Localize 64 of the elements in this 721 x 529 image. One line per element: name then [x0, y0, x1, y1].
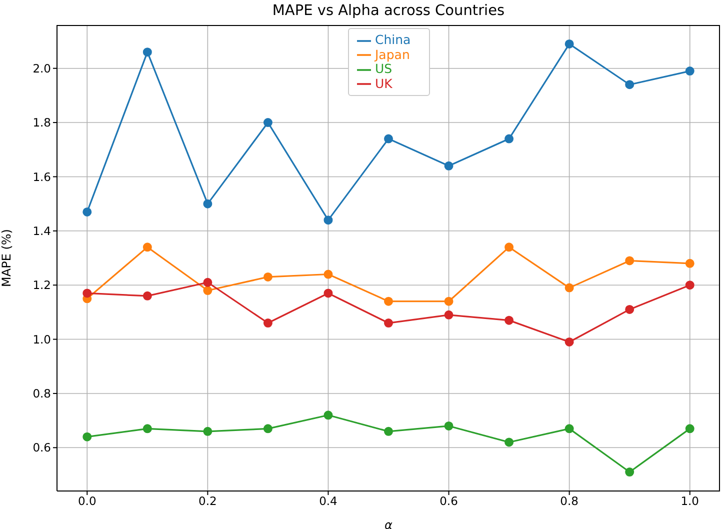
- point: [564, 337, 574, 346]
- point: [203, 199, 212, 208]
- x-tick-label: 0.4: [319, 494, 338, 508]
- legend-label: China: [375, 32, 411, 47]
- point: [142, 291, 152, 300]
- point: [263, 318, 272, 328]
- point: [384, 318, 393, 328]
- point: [384, 296, 393, 306]
- point: [504, 438, 514, 447]
- y-tick-label: 2.0: [32, 61, 51, 76]
- y-tick-label: 1.8: [32, 116, 51, 130]
- point: [263, 118, 272, 128]
- chart-title: MAPE vs Alpha across Countries: [271, 3, 506, 19]
- point: [263, 424, 272, 434]
- point: [203, 286, 212, 296]
- x-tick-label: 0.2: [198, 494, 217, 508]
- y-tick-label: 1.2: [32, 278, 51, 292]
- point: [82, 207, 92, 216]
- point: [203, 426, 212, 436]
- point: [625, 468, 634, 477]
- point: [444, 421, 454, 430]
- legend-label: UK: [375, 76, 392, 91]
- point: [685, 258, 694, 268]
- point: [324, 410, 333, 420]
- point: [564, 283, 574, 292]
- legend-label: Japan: [375, 46, 410, 62]
- y-tick-label: 1.6: [32, 170, 51, 184]
- point: [625, 256, 634, 266]
- point: [504, 316, 514, 325]
- y-axis-title: MAPE (%): [0, 229, 14, 287]
- y-tick-label: 1.0: [32, 332, 51, 346]
- x-tick-label: 0.0: [78, 494, 96, 508]
- point: [203, 278, 212, 287]
- point: [142, 48, 152, 57]
- x-tick-label: 0.8: [560, 494, 578, 508]
- point: [685, 280, 694, 290]
- point: [564, 424, 574, 434]
- point: [444, 296, 454, 306]
- point: [685, 424, 694, 434]
- point: [625, 80, 634, 90]
- y-tick-label: 0.8: [32, 386, 51, 401]
- point: [625, 304, 634, 314]
- x-axis-title: α: [384, 518, 393, 529]
- point: [142, 242, 152, 252]
- point: [263, 272, 272, 282]
- point: [384, 134, 393, 144]
- legend-label: US: [375, 61, 392, 76]
- x-tick-label: 0.6: [440, 494, 458, 508]
- point: [444, 161, 454, 170]
- point: [324, 216, 333, 225]
- point: [82, 288, 92, 298]
- point: [142, 424, 152, 434]
- point: [324, 270, 333, 279]
- point: [444, 310, 454, 320]
- point: [504, 242, 514, 252]
- y-tick-label: 1.4: [32, 224, 51, 238]
- point: [564, 39, 574, 48]
- point: [82, 432, 92, 442]
- point: [685, 66, 694, 76]
- point: [324, 288, 333, 298]
- point: [384, 426, 393, 436]
- x-tick-label: 1.0: [680, 494, 700, 508]
- y-tick-label: 0.6: [32, 440, 51, 455]
- point: [504, 134, 514, 144]
